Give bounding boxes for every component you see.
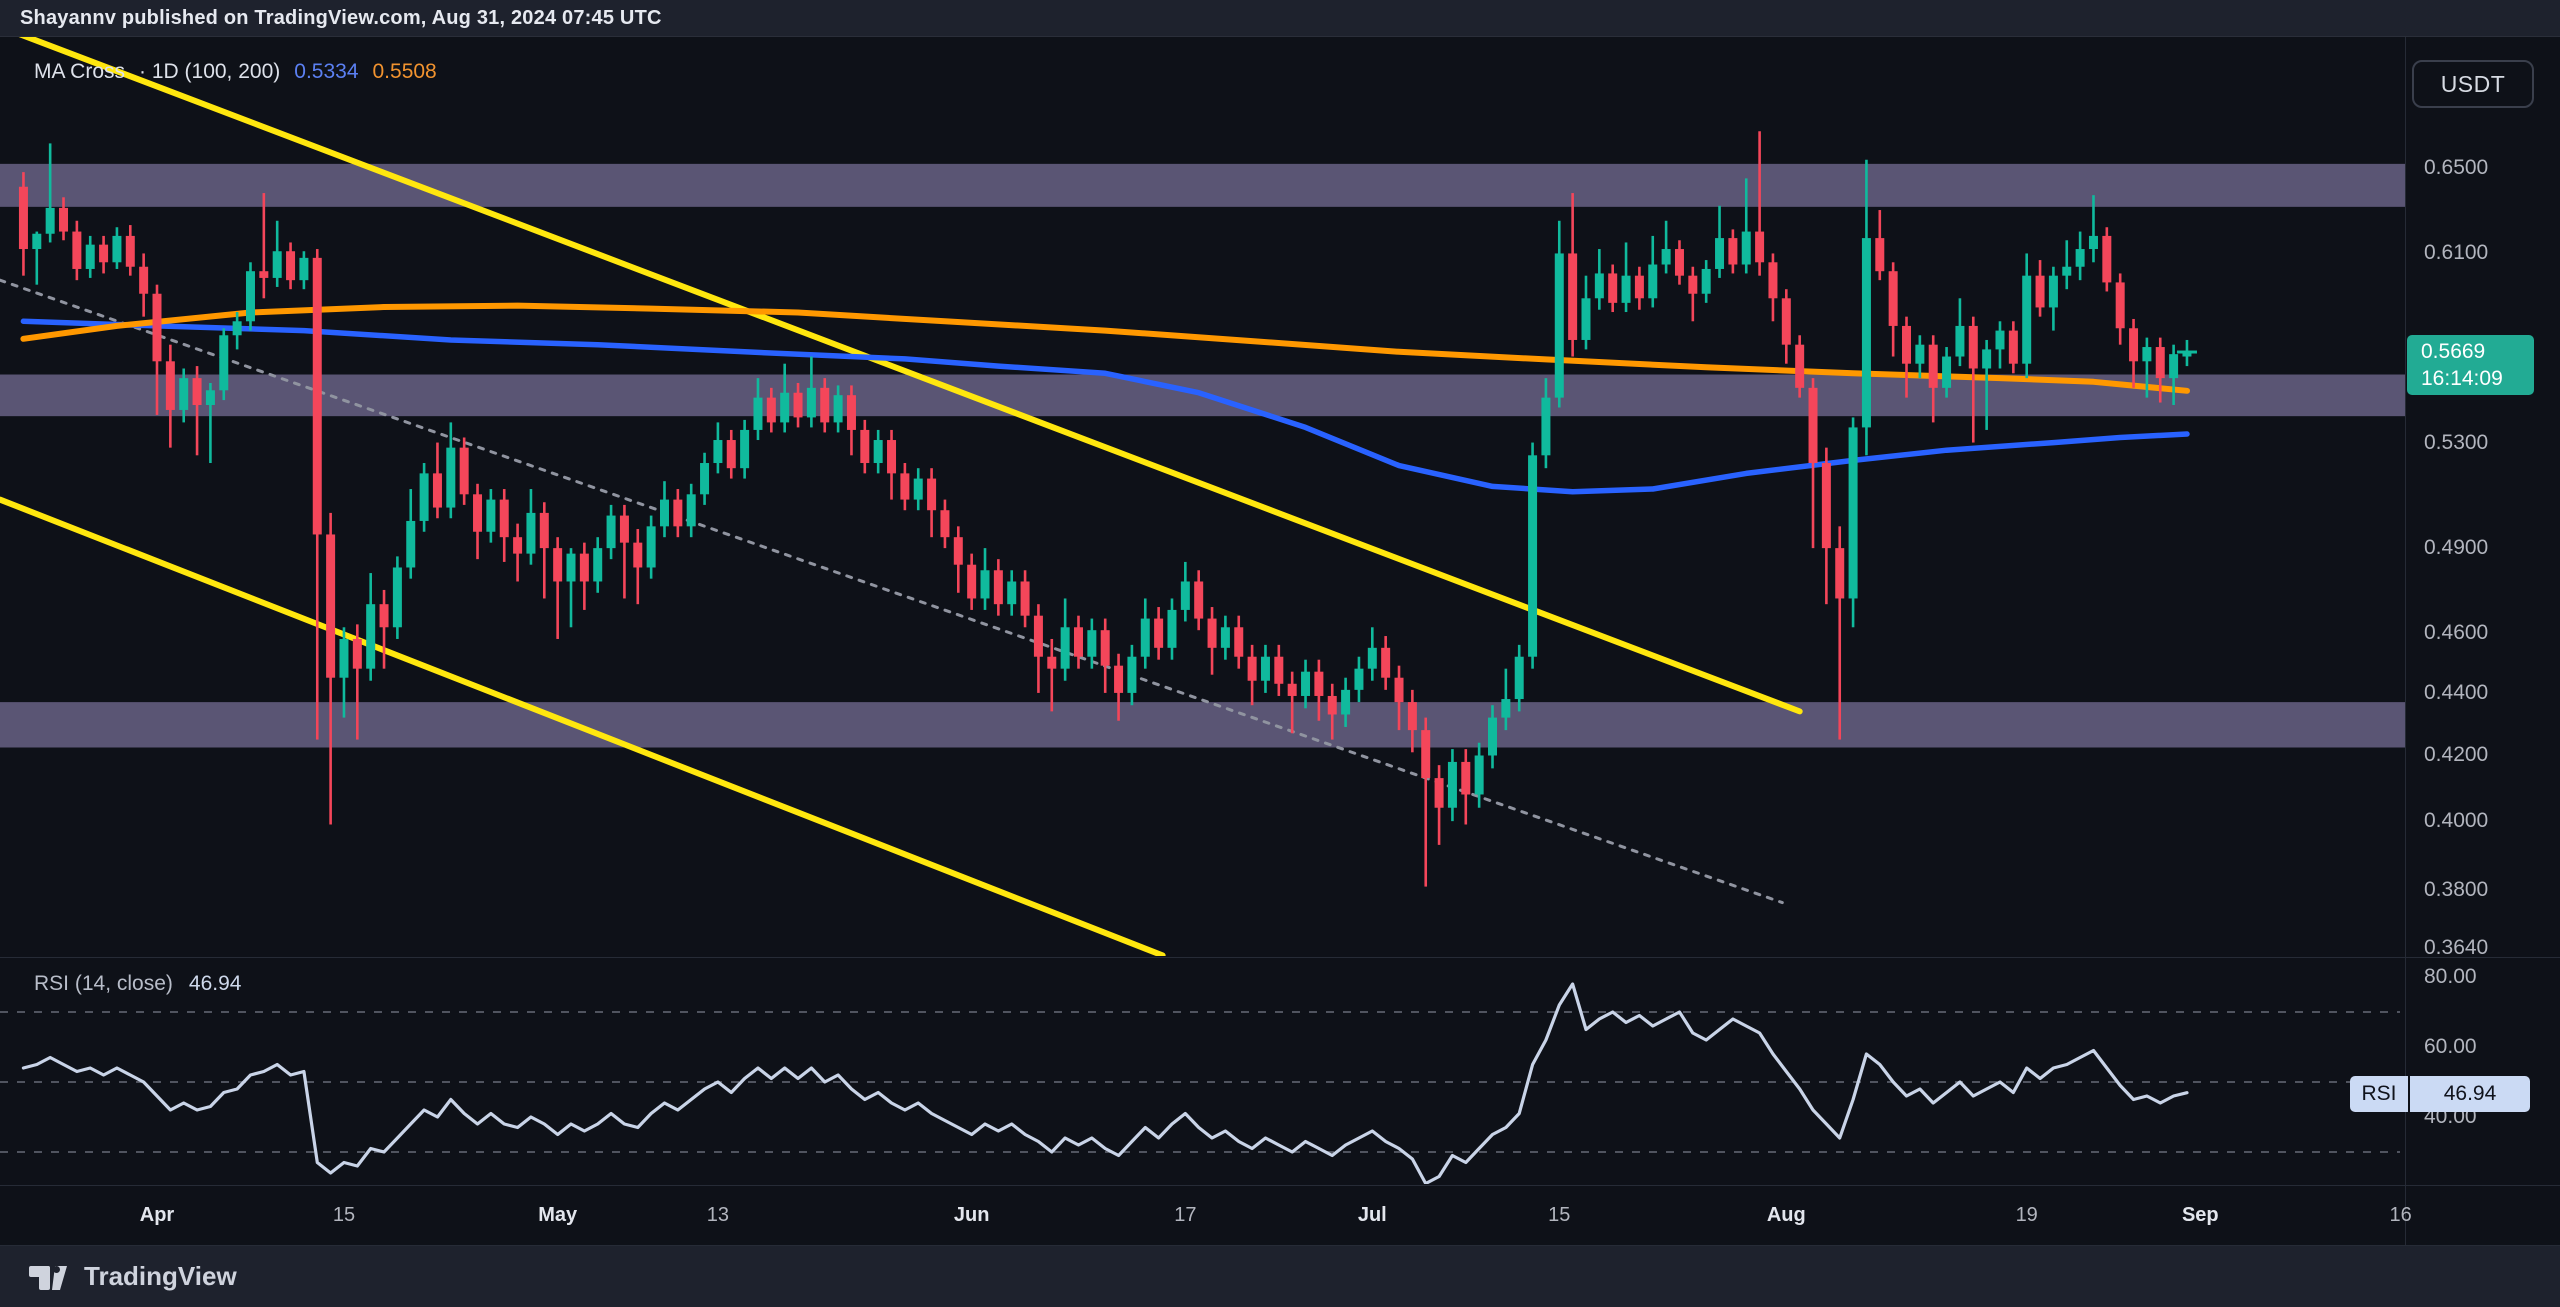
price-tick-0.3800: 0.3800 [2424,878,2489,902]
price-tick-0.4400: 0.4400 [2424,680,2489,704]
time-label-jul: Jul [1357,1204,1387,1226]
support-zone [0,702,2405,748]
price-pane-drawings [0,37,2405,956]
price-pane[interactable] [0,36,2405,1185]
rsi-tick-80.00: 80.00 [2424,965,2477,988]
brand-name: TradingView [84,1261,237,1291]
rsi-tag-value: 46.94 [2443,1081,2497,1105]
rsi-tag-name: RSI [2350,1075,2410,1112]
price-tick-0.4200: 0.4200 [2424,743,2489,767]
price-tick-0.4000: 0.4000 [2424,809,2489,833]
last-price: 0.5669 [2421,340,2486,364]
rsi-tick-60.00: 60.00 [2424,1035,2477,1058]
time-label-15: 15 [332,1204,356,1226]
price-axis-divider [2405,36,2406,1245]
time-label-19: 19 [2015,1204,2038,1226]
price-tick-0.5300: 0.5300 [2424,430,2489,454]
rsi-value: 46.94 [188,972,242,995]
bar-countdown: 16:14:09 [2421,367,2503,391]
time-label-16: 16 [2389,1204,2412,1226]
time-label-13: 13 [706,1204,730,1226]
last-price-tag: 0.5669 16:14:09 [2407,335,2534,396]
time-axis-divider [0,1185,2560,1186]
resistance-zone [0,163,2405,207]
footer-divider [0,1245,2560,1246]
channel-lower [0,496,1166,956]
rsi-pane-drawings [0,982,2400,1184]
time-label-aug: Aug [1766,1204,1806,1226]
last-bar-cross-marker [2176,350,2197,354]
rsi-value-tag: RSI 46.94 [2350,1075,2530,1112]
channel-midline [0,278,1784,905]
time-axis[interactable] [0,1186,2405,1245]
tradingview-brand-link[interactable]: TradingView [28,1257,237,1297]
price-tick-0.6500: 0.6500 [2424,156,2489,179]
price-tick-0.4900: 0.4900 [2424,536,2489,560]
time-label-sep: Sep [2181,1204,2219,1226]
price-tick-0.6100: 0.6100 [2424,241,2489,265]
indicator-name: MA Cross [34,60,126,83]
time-label-17: 17 [1174,1204,1197,1226]
ma-100-line [20,318,2190,495]
candlestick-series [18,131,2197,887]
channel-upper [18,37,1803,715]
ma-cross-indicator-row[interactable]: MA Cross · 1D (100, 200) 0.5334 0.5508 [34,60,437,84]
publish-line: Shayannv published on TradingView.com, A… [20,6,662,29]
time-label-15: 15 [1548,1204,1571,1226]
rsi-label: RSI (14, close) [34,972,173,995]
currency-toggle-button[interactable]: USDT [2412,60,2534,108]
footer-bar: TradingView [0,1246,2560,1307]
price-tick-0.3640: 0.3640 [2424,936,2489,959]
time-label-may: May [538,1204,578,1226]
rsi-indicator-row[interactable]: RSI (14, close) 46.94 [34,972,241,996]
time-label-apr: Apr [139,1204,175,1226]
price-axis[interactable] [2406,36,2560,1245]
tradingview-logo-icon [29,1265,67,1290]
rsi-line [21,982,2189,1184]
ma-200-line [20,302,2190,394]
time-label-jun: Jun [953,1204,990,1226]
pane-divider [0,957,2560,958]
ma100-value: 0.5334 [294,60,359,83]
ma200-value: 0.5508 [372,60,437,83]
indicator-params: · 1D (100, 200) [139,60,281,83]
price-tick-0.4600: 0.4600 [2424,621,2489,645]
publish-bar: Shayannv published on TradingView.com, A… [0,0,2560,37]
